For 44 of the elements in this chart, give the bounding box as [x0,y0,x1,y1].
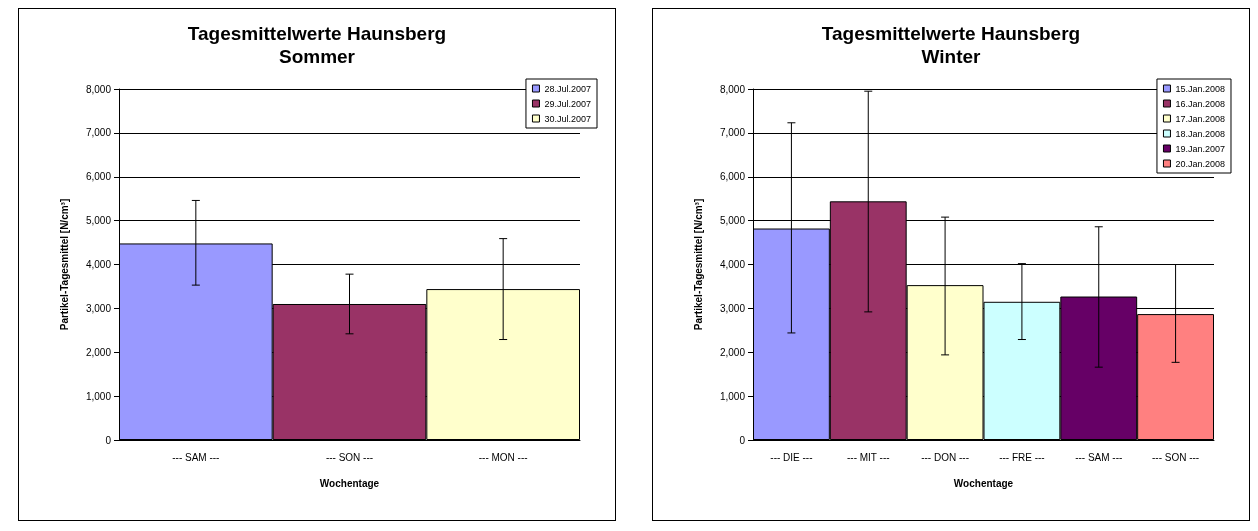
y-tick-label: 6,000 [85,171,112,183]
legend-label: 19.Jan.2007 [1175,143,1225,154]
y-tick-label: 3,000 [719,302,746,314]
legend-label: 20.Jan.2008 [1175,158,1225,169]
x-tick-label: --- DIE --- [770,451,813,463]
y-tick-label: 7,000 [719,127,746,139]
y-tick-label: 4,000 [719,259,746,270]
y-tick-label: 5,000 [719,215,746,227]
chart-subtitle: Sommer [278,46,356,67]
y-tick-label: 8,000 [719,83,746,95]
y-tick-label: 0 [739,434,746,446]
x-tick-label: --- MON --- [478,451,528,463]
legend-label: 17.Jan.2008 [1175,113,1225,124]
x-tick-label: --- SON --- [325,451,374,463]
legend-label: 16.Jan.2008 [1175,98,1225,109]
legend-label: 28.Jul.2007 [544,83,592,94]
y-tick-label: 0 [105,434,112,446]
y-tick-label: 1,000 [85,390,112,402]
y-tick-label: 2,000 [719,346,746,358]
y-tick-label: 8,000 [85,83,112,95]
x-tick-label: --- MIT --- [846,451,890,463]
y-axis-title: Partikel-Tagesmittel [N/cm³] [692,198,704,331]
x-tick-label: --- DON --- [921,451,969,463]
y-tick-label: 2,000 [85,346,112,358]
x-axis-title: Wochentage [319,477,380,489]
legend-label: 18.Jan.2008 [1175,128,1225,139]
x-tick-label: --- FRE --- [999,451,1045,463]
x-tick-label: --- SON --- [1151,451,1200,463]
y-axis-title: Partikel-Tagesmittel [N/cm³] [58,198,70,331]
x-tick-label: --- SAM --- [172,451,220,463]
y-tick-label: 7,000 [85,127,112,139]
chart-title: Tagesmittelwerte Haunsberg [821,23,1081,44]
legend-label: 15.Jan.2008 [1175,83,1225,94]
legend-label: 29.Jul.2007 [544,98,592,109]
y-tick-label: 5,000 [85,215,112,227]
y-tick-label: 6,000 [719,171,746,183]
y-tick-label: 1,000 [719,390,746,402]
legend-label: 30.Jul.2007 [544,113,592,124]
y-tick-label: 4,000 [85,259,112,270]
chart-title: Tagesmittelwerte Haunsberg [187,23,447,44]
x-axis-title: Wochentage [953,477,1014,489]
chart-subtitle: Winter [921,46,982,67]
x-tick-label: --- SAM --- [1075,451,1123,463]
y-tick-label: 3,000 [85,302,112,314]
